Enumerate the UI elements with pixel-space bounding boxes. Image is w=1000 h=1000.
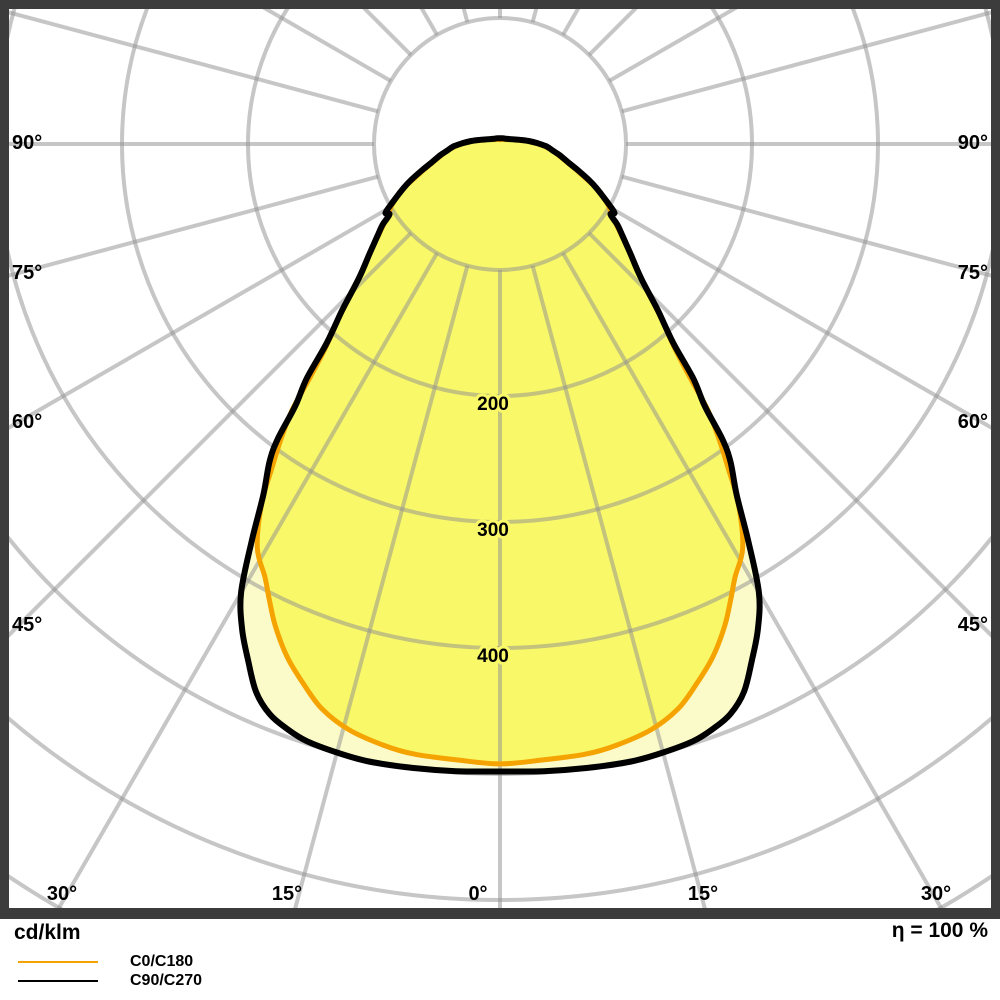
radial-tick-label-200: 200 [477,394,509,415]
frame-bottom [0,908,1000,919]
angle-label-right-75: 75° [958,262,988,284]
legend-swatch-c0-c180 [18,960,98,963]
angle-label-left-45: 45° [12,614,42,636]
angle-label-right-90: 90° [958,132,988,154]
angle-label-bottom-0-30: 30° [47,883,77,905]
angle-label-left-60: 60° [12,411,42,433]
grid-spoke-45deg [587,231,991,638]
grid-spoke-345deg [293,265,470,908]
grid-spoke-120deg [608,9,738,83]
grid-spoke-105deg [621,10,991,114]
legend-row-c90: C90/C270 [18,971,202,990]
grid-spoke-255deg [9,10,379,114]
legend-label-c90-c270: C90/C270 [130,971,203,989]
grid-spoke-285deg [9,174,379,278]
curve-c90-c270 [237,135,763,775]
plot-frame [0,0,1000,919]
angle-label-left-75: 75° [12,262,42,284]
grid-spoke-315deg [9,231,413,638]
angle-label-bottom-3-15: 15° [688,883,718,905]
frame-top [0,0,1000,9]
grid-spoke-75deg [621,174,991,278]
unit-label: cd/klm [14,921,81,944]
angle-label-right-45: 45° [958,614,988,636]
legend-row-c0: C0/C180 [18,952,202,971]
radial-tick-label-400: 400 [477,646,509,667]
angle-label-right-60: 60° [958,411,988,433]
radial-tick-label-300: 300 [477,520,509,541]
frame-left [0,0,9,919]
angle-label-bottom-4-30: 30° [921,883,951,905]
grid-spoke-300deg [9,205,392,430]
grid-spoke-30deg [561,252,944,908]
legend: C0/C180 C90/C270 [18,952,202,990]
angle-label-bottom-2-0: 0° [468,883,487,905]
grid-spoke-60deg [608,205,991,430]
angle-label-left-90: 90° [12,132,42,154]
angle-labels: 90° 75° 60° 45° 90° 75° 60° 45° 30° 15° 0° 15° 30° [12,132,988,905]
grid-spoke-240deg [262,9,392,83]
angle-label-bottom-1-15: 15° [272,883,302,905]
frame-right [991,0,1000,919]
radial-tick-labels: 200 300 400 [474,391,512,670]
legend-label-c0-c180: C0/C180 [130,952,194,970]
grid-spoke-330deg [56,252,439,908]
legend-swatch-c90-c270 [18,979,98,982]
grid-spoke-15deg [530,265,707,908]
efficiency-label: η = 100 % [891,919,988,942]
